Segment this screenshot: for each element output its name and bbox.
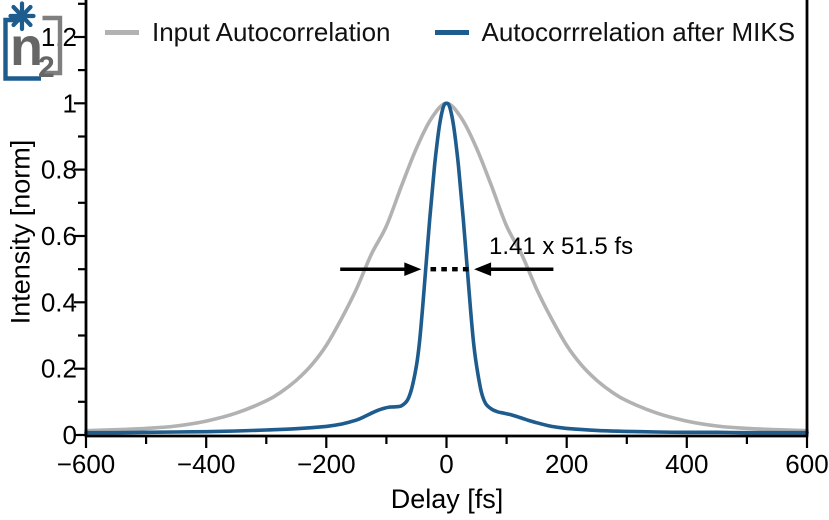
logo-left-bracket: [3, 17, 41, 81]
x-tick-label: −400: [177, 449, 236, 479]
x-tick-label: 400: [665, 449, 708, 479]
legend-item-input-autocorrelation: Input Autocorrelation: [105, 17, 391, 48]
fwhm-arrows: [340, 262, 554, 276]
logo-subscript-text: 2: [38, 51, 55, 82]
x-tick-label: 600: [785, 449, 828, 479]
legend-label-input-autocorrelation: Input Autocorrelation: [152, 17, 391, 47]
legend-item-miks-autocorrelation: Autocorrrelation after MIKS: [434, 17, 796, 48]
x-axis-label: Delay [fs]: [390, 484, 504, 514]
x-tick-label: 200: [545, 449, 588, 479]
x-tick-label: 0: [439, 449, 453, 479]
axis-ticks: [74, 2, 809, 448]
y-tick-label: 0.6: [41, 221, 77, 251]
y-tick-label: 0: [63, 420, 77, 450]
legend: Input Autocorrelation Autocorrrelation a…: [105, 17, 795, 48]
y-tick-label: 0.4: [41, 287, 77, 317]
x-tick-label: −600: [57, 449, 116, 479]
legend-swatch-miks-autocorrelation: [434, 30, 469, 35]
y-axis-label: Intensity [norm]: [5, 139, 36, 325]
y-tick-label: 1: [63, 88, 77, 118]
y-tick-label: 0.8: [41, 155, 77, 185]
logo-n-text: n: [10, 17, 43, 77]
y-tick-label: 0.2: [41, 354, 77, 384]
n2-logo: n 2: [3, 1, 63, 82]
miks-autocorrelation-curve: [84, 101, 809, 435]
logo-right-bracket: [42, 15, 63, 76]
x-tick-label: −200: [297, 449, 356, 479]
axis-frame: [84, 0, 809, 438]
legend-swatch-input-autocorrelation: [105, 30, 139, 35]
fwhm-annotation: 1.41 x 51.5 fs: [489, 233, 634, 260]
legend-label-miks-autocorrelation: Autocorrrelation after MIKS: [481, 17, 796, 47]
